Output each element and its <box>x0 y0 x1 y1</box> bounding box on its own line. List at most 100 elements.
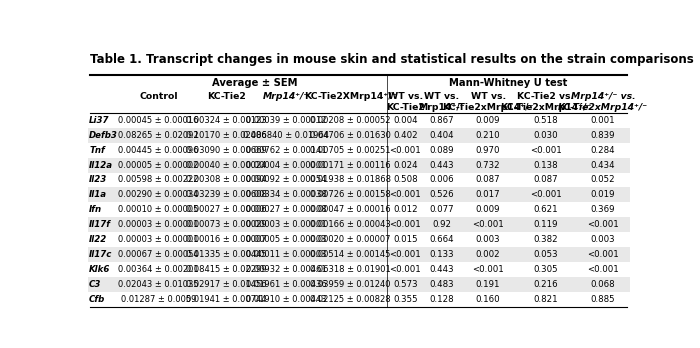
Text: <0.001: <0.001 <box>389 250 421 259</box>
Text: 0.00040 ± 0.00024: 0.00040 ± 0.00024 <box>186 160 267 169</box>
Text: WT vs.
Mrp14⁺/⁻: WT vs. Mrp14⁺/⁻ <box>419 92 466 112</box>
Text: 0.01287 ± 0.0059: 0.01287 ± 0.0059 <box>121 295 196 304</box>
Text: KC-Tie2 vs.
KC-Tie2xMrp14⁺/⁻: KC-Tie2 vs. KC-Tie2xMrp14⁺/⁻ <box>500 92 592 112</box>
Bar <box>88 218 630 232</box>
Text: 0.210: 0.210 <box>476 130 500 140</box>
Text: 0.867: 0.867 <box>430 116 454 125</box>
Text: 0.216: 0.216 <box>533 280 558 289</box>
Text: 0.00932 ± 0.00461: 0.00932 ± 0.00461 <box>246 265 327 274</box>
Text: 0.443: 0.443 <box>430 160 454 169</box>
Text: WT vs.
KC-Tie2xMrp14⁺/⁻: WT vs. KC-Tie2xMrp14⁺/⁻ <box>442 92 534 112</box>
Text: 0.006: 0.006 <box>430 175 454 184</box>
Text: Il1a: Il1a <box>89 190 107 199</box>
Text: 0.01335 ± 0.00445: 0.01335 ± 0.00445 <box>186 250 267 259</box>
Text: 0.003: 0.003 <box>591 235 615 244</box>
Text: 0.004: 0.004 <box>393 116 418 125</box>
Text: <0.001: <0.001 <box>587 265 619 274</box>
Text: 0.03239 ± 0.00608: 0.03239 ± 0.00608 <box>186 190 267 199</box>
Text: 0.191: 0.191 <box>476 280 500 289</box>
Text: 0.10170 ± 0.02486: 0.10170 ± 0.02486 <box>186 130 267 140</box>
Text: 0.483: 0.483 <box>430 280 454 289</box>
Bar <box>88 188 630 203</box>
Text: 0.00010 ± 0.00005: 0.00010 ± 0.00005 <box>118 205 199 214</box>
Text: 0.138: 0.138 <box>533 160 558 169</box>
Text: <0.001: <0.001 <box>530 190 561 199</box>
Text: 0.00016 ± 0.00007: 0.00016 ± 0.00007 <box>186 235 267 244</box>
Text: 0.00364 ± 0.00201: 0.00364 ± 0.00201 <box>118 265 199 274</box>
Text: 0.885: 0.885 <box>591 295 615 304</box>
Text: 0.00027 ± 0.00006: 0.00027 ± 0.00006 <box>186 205 267 214</box>
Text: 0.017: 0.017 <box>476 190 500 199</box>
Text: 0.369: 0.369 <box>591 205 615 214</box>
Text: 0.133: 0.133 <box>430 250 454 259</box>
Text: 0.00047 ± 0.00016: 0.00047 ± 0.00016 <box>310 205 391 214</box>
Text: 0.305: 0.305 <box>533 265 558 274</box>
Text: 0.08265 ± 0.02092: 0.08265 ± 0.02092 <box>118 130 199 140</box>
Text: Mann-Whitney U test: Mann-Whitney U test <box>449 78 568 88</box>
Text: 0.02917 ± 0.01456: 0.02917 ± 0.01456 <box>186 280 267 289</box>
Text: <0.001: <0.001 <box>587 250 619 259</box>
Text: <0.001: <0.001 <box>389 220 421 229</box>
Text: 0.00705 ± 0.00251: 0.00705 ± 0.00251 <box>310 145 391 155</box>
Text: <0.001: <0.001 <box>530 145 561 155</box>
Text: 0.664: 0.664 <box>430 235 454 244</box>
Text: 0.089: 0.089 <box>430 145 454 155</box>
Text: 0.01938 ± 0.01868: 0.01938 ± 0.01868 <box>310 175 391 184</box>
Text: 0.00005 ± 0.00002: 0.00005 ± 0.00002 <box>118 160 199 169</box>
Bar <box>88 277 630 292</box>
Text: 0.00020 ± 0.00007: 0.00020 ± 0.00007 <box>310 235 391 244</box>
Text: 0.003: 0.003 <box>476 235 500 244</box>
Text: 0.00762 ± 0.00141: 0.00762 ± 0.00141 <box>246 145 327 155</box>
Text: Defb3: Defb3 <box>89 130 118 140</box>
Text: Li37: Li37 <box>89 116 110 125</box>
Text: 0.508: 0.508 <box>393 175 418 184</box>
Text: 0.009: 0.009 <box>476 116 500 125</box>
Text: 0.001: 0.001 <box>591 116 615 125</box>
Text: 0.006840 ± 0.01964: 0.006840 ± 0.01964 <box>244 130 330 140</box>
Text: Il12a: Il12a <box>89 160 113 169</box>
Text: 0.068: 0.068 <box>591 280 615 289</box>
Text: 0.00308 ± 0.00094: 0.00308 ± 0.00094 <box>186 175 267 184</box>
Text: 0.821: 0.821 <box>533 295 558 304</box>
Text: 0.04706 ± 0.01630: 0.04706 ± 0.01630 <box>310 130 391 140</box>
Text: 0.00005 ± 0.00003: 0.00005 ± 0.00003 <box>246 235 327 244</box>
Text: WT vs.
KC-Tie2: WT vs. KC-Tie2 <box>386 92 425 112</box>
Text: <0.001: <0.001 <box>473 220 504 229</box>
Text: Table 1. Transcript changes in mouse skin and statistical results on the strain : Table 1. Transcript changes in mouse ski… <box>90 53 694 66</box>
Text: 0.087: 0.087 <box>476 175 500 184</box>
Text: 0.621: 0.621 <box>533 205 558 214</box>
Text: 0.732: 0.732 <box>476 160 500 169</box>
Text: Mrp14⁺/⁻: Mrp14⁺/⁻ <box>263 92 309 101</box>
Text: 0.443: 0.443 <box>430 265 454 274</box>
Text: 0.053: 0.053 <box>533 250 558 259</box>
Text: Cfb: Cfb <box>89 295 106 304</box>
Text: 0.839: 0.839 <box>591 130 615 140</box>
Text: 0.00334 ± 0.00038: 0.00334 ± 0.00038 <box>246 190 327 199</box>
Text: 0.00011 ± 0.00003: 0.00011 ± 0.00003 <box>246 250 327 259</box>
Text: 0.087: 0.087 <box>533 175 558 184</box>
Text: 0.00073 ± 0.00029: 0.00073 ± 0.00029 <box>186 220 267 229</box>
Bar <box>88 158 630 173</box>
Text: Il22: Il22 <box>89 235 107 244</box>
Text: Control: Control <box>139 92 178 101</box>
Text: Ifn: Ifn <box>89 205 102 214</box>
Bar <box>88 247 630 262</box>
Text: 0.00003 ± 0.00001: 0.00003 ± 0.00001 <box>246 220 327 229</box>
Text: 0.08415 ± 0.02299: 0.08415 ± 0.02299 <box>186 265 267 274</box>
Text: Average ± SEM: Average ± SEM <box>212 78 298 88</box>
Text: C3: C3 <box>89 280 102 289</box>
Text: 0.015: 0.015 <box>393 235 418 244</box>
Text: <0.001: <0.001 <box>389 190 421 199</box>
Text: 0.00598 ± 0.00222: 0.00598 ± 0.00222 <box>118 175 199 184</box>
Text: <0.001: <0.001 <box>587 220 619 229</box>
Text: 0.160: 0.160 <box>476 295 500 304</box>
Text: KC-Tie2XMrp14⁺/⁻: KC-Tie2XMrp14⁺/⁻ <box>304 92 397 101</box>
Text: 0.404: 0.404 <box>430 130 454 140</box>
Text: 0.00445 ± 0.00096: 0.00445 ± 0.00096 <box>118 145 199 155</box>
Text: 0.00208 ± 0.00052: 0.00208 ± 0.00052 <box>310 116 391 125</box>
Text: 0.00004 ± 0.00001: 0.00004 ± 0.00001 <box>246 160 327 169</box>
Text: 0.284: 0.284 <box>591 145 615 155</box>
Text: 0.00290 ± 0.00034: 0.00290 ± 0.00034 <box>118 190 199 199</box>
Text: 0.434: 0.434 <box>591 160 615 169</box>
Text: 0.573: 0.573 <box>393 280 418 289</box>
